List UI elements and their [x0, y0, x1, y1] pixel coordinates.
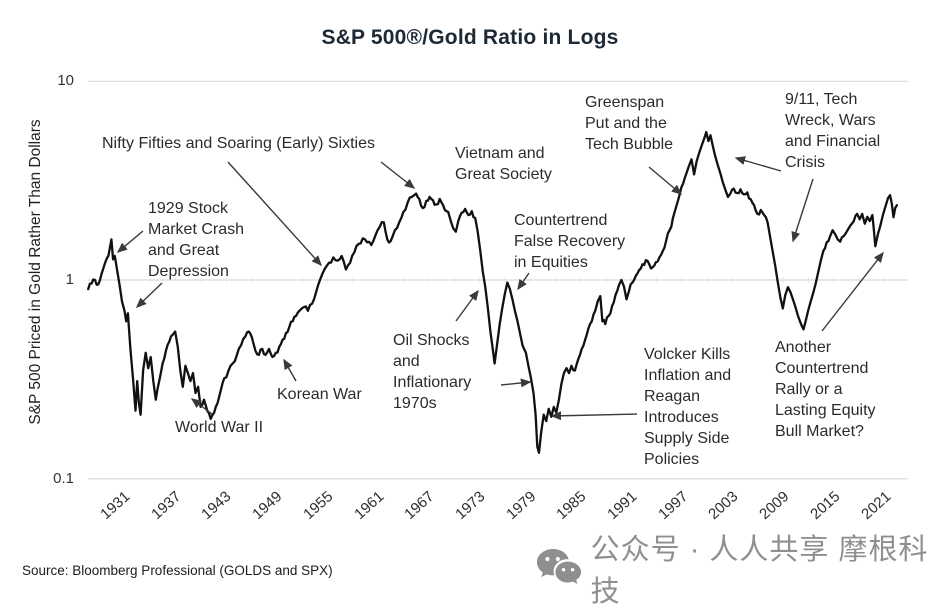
annotation-arrow: [227, 161, 322, 267]
event-annotation: Countertrend False Recovery in Equities: [514, 212, 626, 271]
gridlines: [88, 80, 908, 480]
y-tick-label: 0.1: [53, 469, 74, 487]
annotation-arrow: [116, 230, 144, 253]
annotation-arrow: [380, 161, 416, 189]
annotation-arrows: [116, 156, 884, 421]
chart-title: S&P 500®/Gold Ratio in Logs: [321, 26, 619, 49]
event-annotation: Volcker Kills Inflation and Reagan Intro…: [644, 346, 732, 468]
ratio-line-series: [87, 130, 899, 454]
annotation-arrow: [517, 272, 530, 291]
event-annotation: Greenspan Put and the Tech Bubble: [585, 94, 674, 153]
annotation-arrow: [648, 166, 683, 195]
source-note: Source: Bloomberg Professional (GOLDS an…: [22, 563, 333, 578]
annotation-arrow: [550, 411, 638, 421]
y-tick-label: 1: [65, 271, 74, 288]
event-annotation: Another Countertrend Rally or a Lasting …: [775, 339, 876, 440]
event-annotation: 9/11, Tech Wreck, Wars and Financial Cri…: [785, 91, 881, 171]
watermark: 公众号 · 人人共享 摩根科技: [536, 534, 940, 608]
event-annotation: Oil Shocks and Inflationary 1970s: [393, 332, 472, 412]
watermark-text: 公众号 · 人人共享 摩根科技: [590, 534, 929, 608]
event-annotation: Nifty Fifties and Soaring (Early) Sixtie…: [102, 135, 375, 152]
annotation-arrow: [821, 251, 884, 332]
event-annotation: 1929 Stock Market Crash and Great Depres…: [148, 200, 245, 280]
annotation-arrow: [455, 289, 479, 322]
annotation-arrow: [500, 378, 532, 388]
annotation-arrow: [135, 282, 163, 308]
sp500-gold-ratio-line: [87, 130, 899, 454]
event-annotation: Korean War: [277, 386, 362, 403]
y-tick-label: 10: [57, 72, 74, 90]
annotation-arrow: [190, 398, 213, 415]
wechat-icon: [536, 549, 581, 584]
annotation-arrow: [734, 156, 782, 172]
event-annotation: Vietnam and Great Society: [455, 145, 552, 183]
event-annotation: World War II: [175, 419, 264, 436]
annotation-arrow: [283, 358, 297, 382]
annotation-arrow: [791, 178, 814, 243]
